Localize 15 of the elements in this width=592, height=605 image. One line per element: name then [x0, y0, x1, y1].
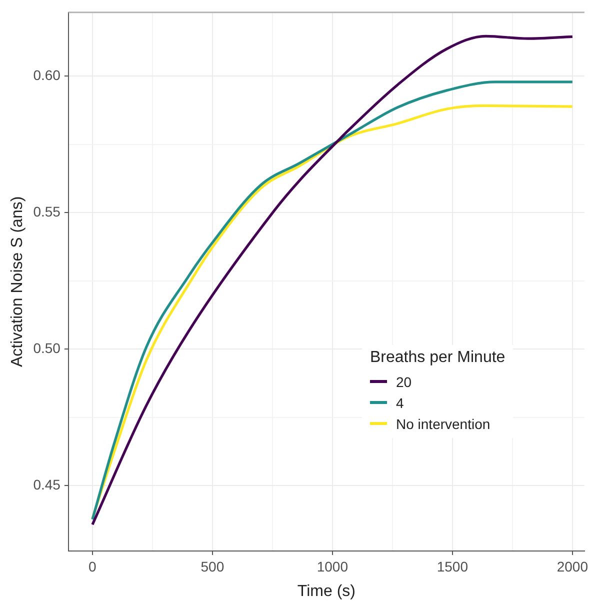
x-tick-label: 2000 — [556, 558, 588, 574]
x-tick-label: 1000 — [316, 558, 348, 574]
y-tick-label: 0.60 — [33, 67, 61, 84]
x-tick-label: 1500 — [436, 558, 468, 574]
legend-label: 20 — [396, 374, 412, 390]
x-axis-title: Time (s) — [297, 582, 356, 600]
x-tick-label: 500 — [200, 558, 224, 574]
legend-title: Breaths per Minute — [370, 349, 506, 367]
legend-label: 4 — [396, 394, 404, 410]
x-tick-label: 0 — [88, 558, 97, 574]
y-tick-label: 0.45 — [33, 476, 61, 492]
legend-label: No intervention — [396, 416, 490, 432]
y-tick-label: 0.55 — [33, 204, 61, 220]
y-axis-title: Activation Noise S (ans) — [9, 196, 26, 368]
y-tick-label: 0.50 — [33, 340, 61, 356]
